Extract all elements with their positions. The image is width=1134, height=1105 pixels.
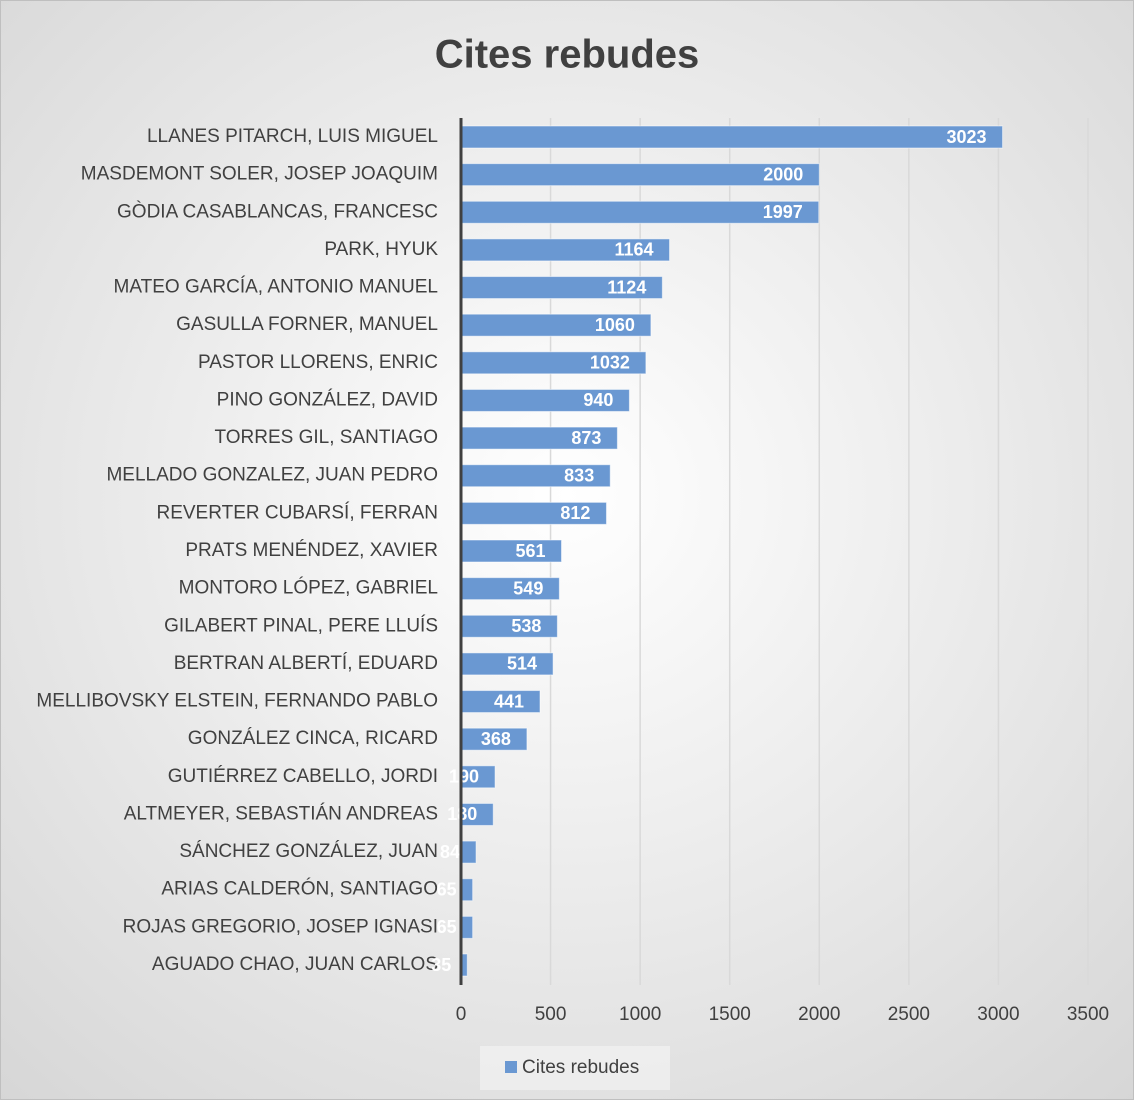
- y-tick-label: GASULLA FORNER, MANUEL: [176, 314, 438, 335]
- y-tick-label: SÁNCHEZ GONZÁLEZ, JUAN: [179, 841, 438, 862]
- data-label: 190: [449, 767, 479, 787]
- data-label: 2000: [763, 164, 803, 184]
- x-tick-label: 1000: [619, 1004, 661, 1025]
- data-label: 812: [560, 503, 590, 523]
- data-label: 84: [440, 842, 460, 862]
- y-tick-label: GUTIÉRREZ CABELLO, JORDI: [168, 766, 438, 787]
- y-tick-label: ALTMEYER, SEBASTIÁN ANDREAS: [124, 803, 438, 824]
- x-tick-label: 3500: [1067, 1004, 1109, 1025]
- data-label: 1032: [590, 353, 630, 373]
- x-tick-label: 2500: [888, 1004, 930, 1025]
- y-tick-label: MELLIBOVSKY ELSTEIN, FERNANDO PABLO: [36, 691, 438, 712]
- data-label: 873: [571, 428, 601, 448]
- y-tick-label: TORRES GIL, SANTIAGO: [215, 427, 438, 448]
- data-label: 833: [564, 465, 594, 485]
- y-tick-label: MATEO GARCÍA, ANTONIO MANUEL: [114, 277, 438, 298]
- y-tick-label: GILABERT PINAL, PERE LLUÍS: [164, 615, 438, 636]
- y-tick-label: REVERTER CUBARSÍ, FERRAN: [156, 502, 438, 523]
- x-tick-label: 3000: [977, 1004, 1019, 1025]
- data-label: 1060: [595, 315, 635, 335]
- x-tick-label: 2000: [798, 1004, 840, 1025]
- y-tick-label: PASTOR LLORENS, ENRIC: [198, 352, 438, 373]
- bar: [460, 577, 560, 601]
- data-label: 1164: [614, 240, 653, 260]
- y-tick-label: ROJAS GREGORIO, JOSEP IGNASI: [123, 916, 438, 937]
- bar: [460, 539, 562, 563]
- bar: [460, 125, 1004, 149]
- data-label: 514: [507, 654, 537, 674]
- legend-swatch: [505, 1061, 517, 1073]
- y-tick-label: ARIAS CALDERÓN, SANTIAGO: [161, 878, 438, 900]
- y-tick-label: MASDEMONT SOLER, JOSEP JOAQUIM: [81, 164, 438, 185]
- y-tick-label: MELLADO GONZALEZ, JUAN PEDRO: [106, 465, 438, 486]
- y-tick-label: GONZÁLEZ CINCA, RICARD: [188, 728, 438, 749]
- data-label: 1124: [607, 277, 646, 297]
- data-label: 441: [494, 691, 524, 711]
- y-tick-label: PRATS MENÉNDEZ, XAVIER: [185, 540, 438, 561]
- y-tick-label: PARK, HYUK: [324, 239, 438, 260]
- data-label: 549: [513, 578, 543, 598]
- data-label: 368: [481, 729, 511, 749]
- y-tick-label: PINO GONZÁLEZ, DAVID: [217, 389, 438, 410]
- bar: [460, 878, 474, 902]
- legend-label: Cites rebudes: [522, 1057, 639, 1078]
- x-tick-label: 1500: [709, 1004, 751, 1025]
- y-tick-label: LLANES PITARCH, LUIS MIGUEL: [147, 126, 438, 147]
- y-tick-label: GÒDIA CASABLANCAS, FRANCESC: [117, 200, 438, 222]
- y-tick-label: MONTORO LÓPEZ, GABRIEL: [179, 577, 438, 599]
- data-label: 1997: [763, 202, 803, 222]
- data-label: 561: [515, 541, 545, 561]
- x-tick-label: 500: [535, 1004, 567, 1025]
- data-label: 35: [431, 955, 451, 975]
- data-label: 3023: [947, 127, 987, 147]
- data-label: 65: [437, 879, 457, 899]
- y-tick-label: AGUADO CHAO, JUAN CARLOS: [152, 954, 438, 975]
- x-tick-label: 0: [456, 1004, 467, 1025]
- bar: [460, 840, 477, 864]
- chart-title: Cites rebudes: [435, 33, 700, 77]
- data-label: 65: [437, 917, 457, 937]
- data-label: 538: [511, 616, 541, 636]
- data-label: 940: [583, 390, 613, 410]
- bar: [460, 915, 474, 939]
- bar: [460, 614, 558, 638]
- y-tick-label: BERTRAN ALBERTÍ, EDUARD: [174, 653, 438, 674]
